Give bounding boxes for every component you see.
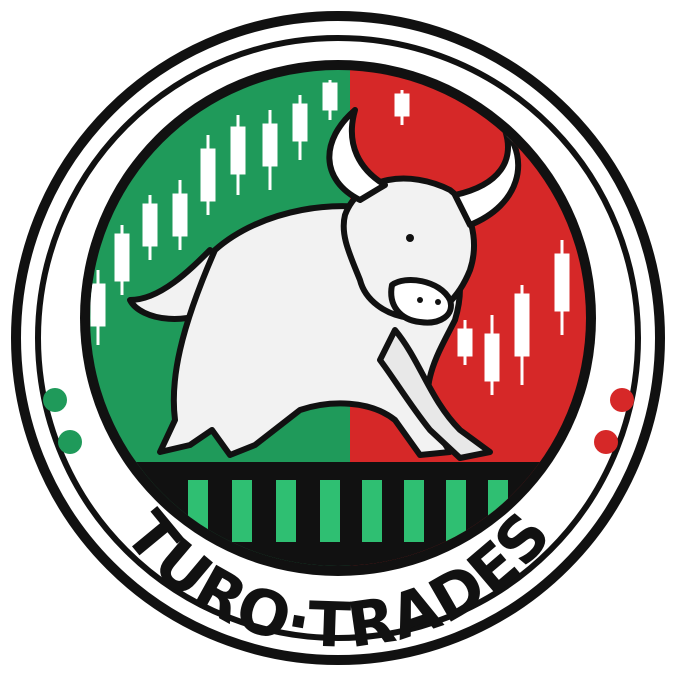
bull-icon xyxy=(127,107,522,461)
green-dot-upper xyxy=(43,388,67,412)
red-dot-lower xyxy=(594,430,618,454)
green-dot-lower xyxy=(58,430,82,454)
middle-ring xyxy=(35,35,641,641)
red-dot-upper xyxy=(610,388,634,412)
outer-ring xyxy=(11,11,665,665)
candlestick-chart-icon xyxy=(90,80,570,395)
